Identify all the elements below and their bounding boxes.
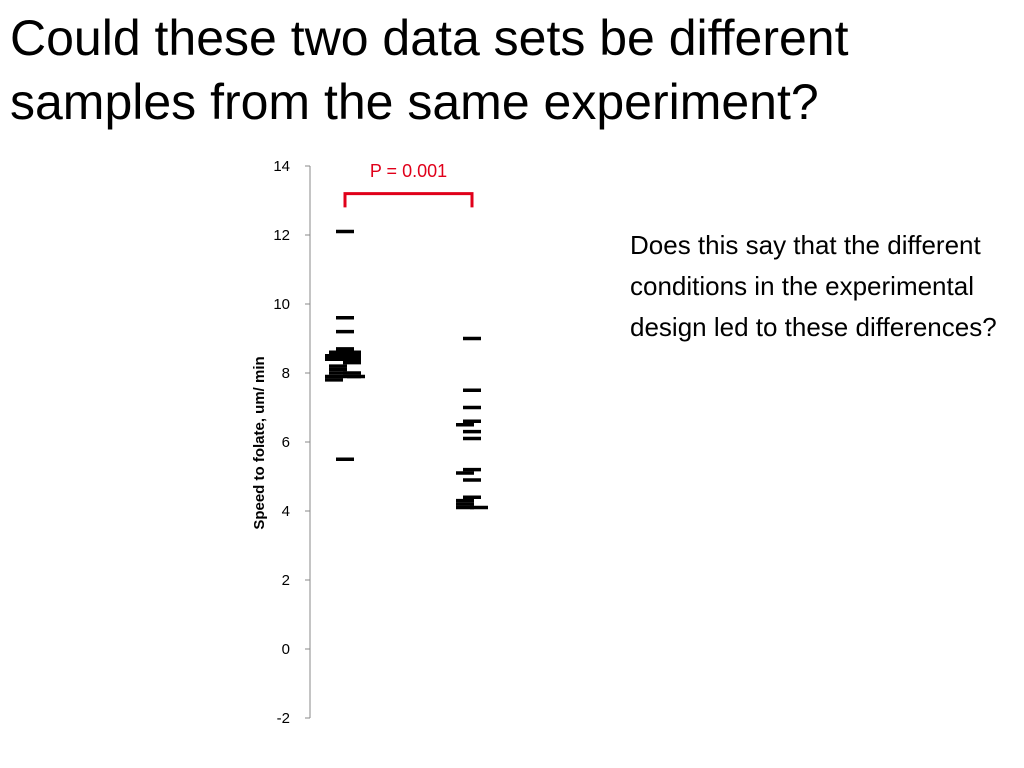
y-tick-label: 14 — [273, 158, 290, 175]
data-points — [325, 229, 488, 510]
y-tick-label: -2 — [277, 710, 290, 727]
y-tick-label: 4 — [282, 503, 290, 520]
y-axis-label: Speed to folate, um/ min — [251, 356, 268, 529]
y-axis: -2 0 2 4 6 8 10 12 14 — [273, 158, 311, 727]
significance-bracket — [343, 192, 474, 208]
significance-annotation: P = 0.001 — [343, 161, 474, 208]
slide-title: Could these two data sets be different s… — [10, 10, 849, 130]
y-tick-label: 0 — [282, 641, 290, 658]
y-tick-label: 2 — [282, 572, 290, 589]
y-tick-label: 12 — [273, 227, 290, 244]
y-tick-label: 10 — [273, 296, 290, 313]
p-value-label: P = 0.001 — [370, 161, 447, 181]
side-text: Does this say that the different conditi… — [630, 230, 997, 342]
y-tick-label: 8 — [282, 365, 290, 382]
y-tick-label: 6 — [282, 434, 290, 451]
